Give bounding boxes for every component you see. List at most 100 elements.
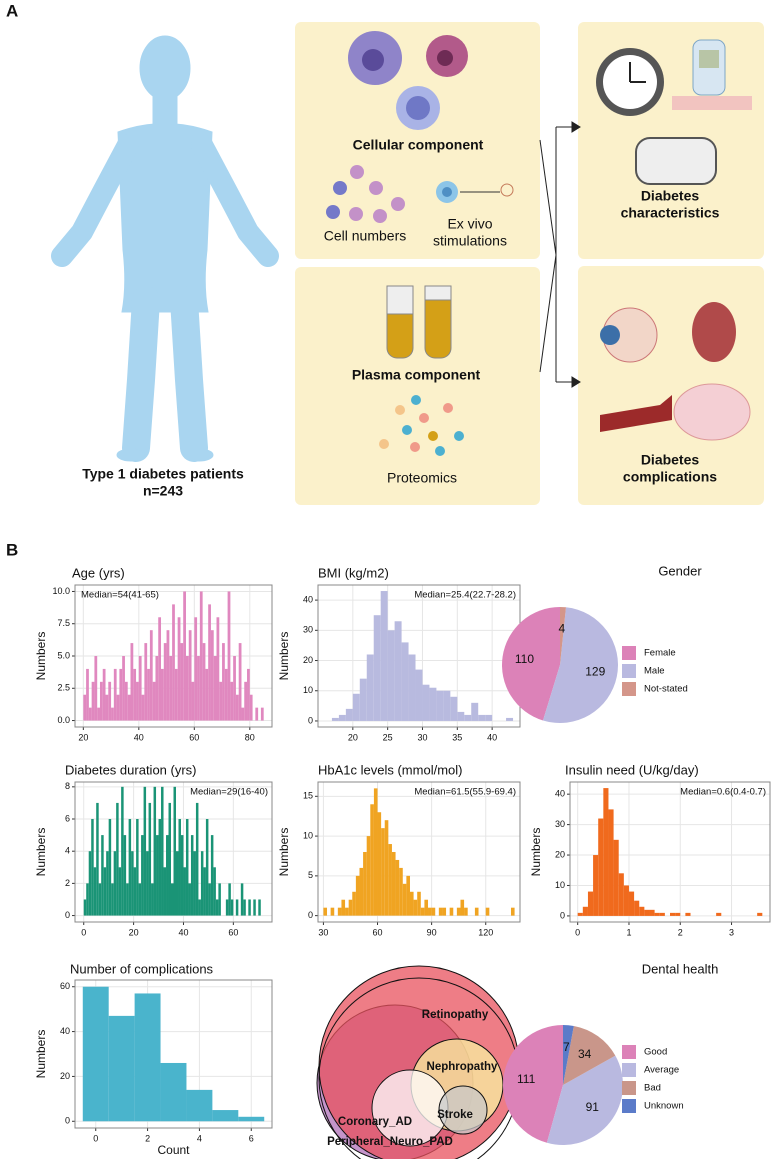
bar	[200, 851, 204, 916]
venn-set	[438, 1085, 488, 1135]
plot-border	[74, 781, 273, 923]
x-tick-label: 2	[145, 1133, 150, 1143]
y-tick-label: 0.0	[57, 715, 70, 725]
bar	[156, 835, 159, 916]
bar	[628, 891, 635, 916]
bar	[123, 835, 127, 916]
bar	[134, 993, 161, 1122]
bar	[88, 851, 92, 916]
bar	[178, 819, 181, 916]
pie-slice	[543, 607, 618, 723]
bar	[618, 873, 624, 916]
bar	[413, 899, 418, 916]
bar	[171, 883, 174, 916]
y-tick-label: 20	[555, 849, 565, 859]
bar	[238, 643, 242, 721]
plasma-box	[295, 267, 540, 505]
bar	[126, 883, 129, 916]
bar	[337, 907, 342, 916]
bar	[644, 909, 650, 916]
x-tick-label: 20	[348, 732, 358, 742]
x-tick-label: 0	[575, 927, 580, 937]
bar	[133, 668, 137, 721]
bar	[457, 711, 465, 721]
x-tick-label: 20	[129, 927, 139, 937]
legend-label: Not-stated	[644, 684, 688, 695]
bar	[442, 907, 447, 916]
bar	[205, 819, 209, 916]
x-tick-label: 40	[134, 732, 144, 742]
bar	[169, 656, 173, 721]
x-tick-label: 35	[452, 732, 462, 742]
slice-label: 91	[586, 1100, 600, 1114]
bar	[174, 668, 178, 721]
bar	[121, 786, 124, 916]
bar	[108, 681, 112, 721]
bar	[82, 986, 109, 1122]
bar	[359, 867, 364, 916]
human-silhouette	[51, 35, 279, 462]
bar	[460, 899, 465, 916]
bar	[122, 656, 125, 721]
bar	[215, 899, 219, 916]
bar	[108, 819, 112, 916]
venn-label: Retinopathy	[422, 1009, 489, 1021]
bar	[428, 907, 432, 916]
patients-label: Type 1 diabetes patients	[82, 466, 244, 482]
legend-label: Unknown	[644, 1101, 684, 1112]
bar	[240, 883, 244, 916]
bar	[163, 867, 167, 916]
bar	[443, 690, 451, 721]
bar	[352, 693, 360, 721]
slice-label: 110	[515, 652, 534, 666]
x-tick-label: 90	[427, 927, 437, 937]
bar	[613, 839, 619, 916]
bar	[464, 714, 472, 721]
bar	[208, 604, 211, 721]
bar	[381, 828, 385, 916]
bar	[258, 899, 261, 916]
x-tick-label: 40	[178, 927, 188, 937]
bar	[97, 707, 100, 721]
pie-slice	[546, 1055, 623, 1145]
bar	[649, 909, 655, 916]
bar	[506, 717, 514, 721]
bar	[230, 681, 234, 721]
bar	[352, 891, 356, 916]
bar	[111, 883, 114, 916]
bar	[345, 708, 353, 721]
bar	[359, 678, 367, 721]
x-tick-label: 20	[78, 732, 88, 742]
plot-border	[74, 584, 273, 728]
chart-title: Insulin need (U/kg/day)	[565, 762, 699, 777]
bar	[108, 1015, 135, 1122]
bar	[603, 788, 609, 916]
pie-slice	[563, 1025, 574, 1085]
bar	[406, 875, 410, 916]
bar	[93, 867, 97, 916]
y-tick-label: 40	[555, 789, 565, 799]
bar	[83, 899, 87, 916]
x-tick-label: 25	[383, 732, 393, 742]
bar	[408, 654, 416, 721]
pie-slice	[501, 607, 560, 721]
bar	[659, 912, 665, 916]
chart-title: Dental health	[642, 961, 719, 976]
bar	[113, 668, 117, 721]
y-axis-label: Numbers	[277, 828, 291, 877]
bar	[417, 891, 421, 916]
bar	[193, 851, 196, 916]
characteristics-label: characteristics	[621, 205, 720, 221]
bar	[116, 802, 119, 916]
bar	[420, 907, 425, 916]
bar	[94, 656, 98, 721]
plasma-icons	[379, 285, 464, 456]
bar	[323, 907, 328, 916]
bar	[384, 820, 389, 916]
bar	[195, 802, 199, 916]
bar	[577, 912, 583, 916]
bar	[147, 668, 150, 721]
bar	[399, 867, 403, 916]
bar	[510, 907, 515, 916]
bar	[247, 668, 250, 721]
